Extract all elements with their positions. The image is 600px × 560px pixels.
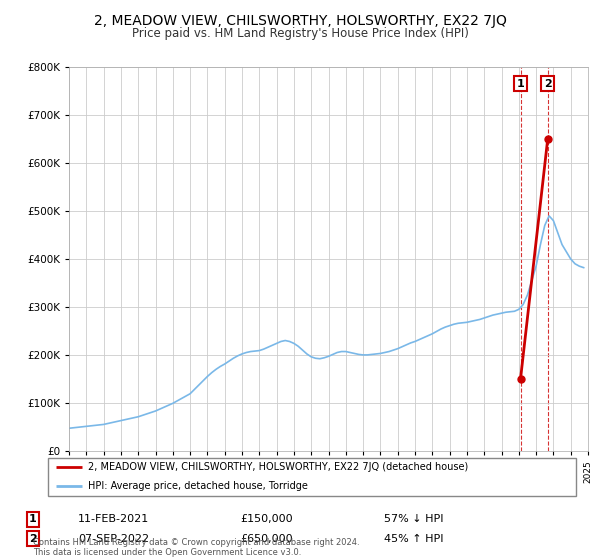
FancyBboxPatch shape	[48, 458, 576, 496]
Text: 57% ↓ HPI: 57% ↓ HPI	[384, 514, 443, 524]
Text: 1: 1	[29, 514, 37, 524]
Text: 2: 2	[29, 534, 37, 544]
Text: 2: 2	[544, 79, 551, 88]
Text: 2, MEADOW VIEW, CHILSWORTHY, HOLSWORTHY, EX22 7JQ: 2, MEADOW VIEW, CHILSWORTHY, HOLSWORTHY,…	[94, 14, 506, 28]
Text: £650,000: £650,000	[240, 534, 293, 544]
Text: 1: 1	[517, 79, 524, 88]
Text: HPI: Average price, detached house, Torridge: HPI: Average price, detached house, Torr…	[88, 481, 307, 491]
Text: 11-FEB-2021: 11-FEB-2021	[78, 514, 149, 524]
Text: Contains HM Land Registry data © Crown copyright and database right 2024.
This d: Contains HM Land Registry data © Crown c…	[33, 538, 359, 557]
Text: 2, MEADOW VIEW, CHILSWORTHY, HOLSWORTHY, EX22 7JQ (detached house): 2, MEADOW VIEW, CHILSWORTHY, HOLSWORTHY,…	[88, 462, 468, 472]
Text: 45% ↑ HPI: 45% ↑ HPI	[384, 534, 443, 544]
Text: £150,000: £150,000	[240, 514, 293, 524]
Text: 07-SEP-2022: 07-SEP-2022	[78, 534, 149, 544]
Text: Price paid vs. HM Land Registry's House Price Index (HPI): Price paid vs. HM Land Registry's House …	[131, 27, 469, 40]
